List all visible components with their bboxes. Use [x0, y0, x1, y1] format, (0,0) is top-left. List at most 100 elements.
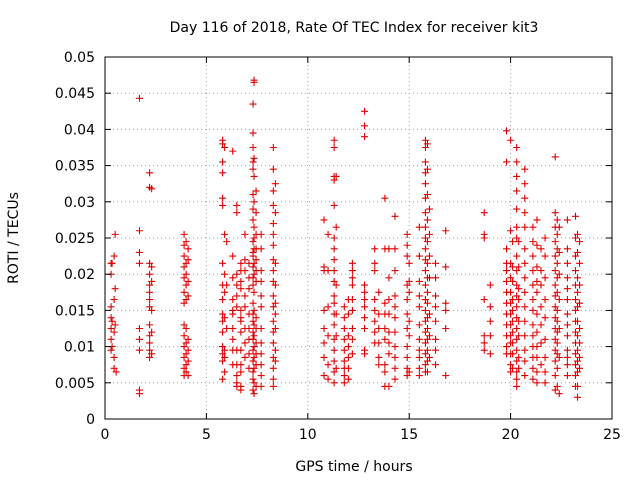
- data-point: [521, 180, 529, 188]
- data-point: [340, 372, 348, 380]
- data-point: [423, 357, 431, 365]
- data-point: [371, 267, 379, 275]
- data-point: [135, 259, 143, 267]
- data-point: [507, 299, 515, 307]
- data-point: [503, 343, 511, 351]
- data-point: [320, 325, 328, 332]
- data-point: [403, 372, 411, 380]
- data-point: [507, 259, 515, 267]
- x-tick-label: 0: [101, 427, 110, 443]
- data-point: [332, 281, 340, 289]
- data-point: [521, 274, 529, 282]
- data-point: [521, 288, 529, 296]
- data-point: [233, 292, 241, 300]
- data-point: [344, 364, 352, 372]
- data-point: [371, 317, 379, 325]
- data-point: [249, 317, 257, 325]
- data-point: [324, 332, 332, 340]
- data-point: [529, 267, 537, 275]
- data-point: [515, 238, 523, 246]
- data-point: [551, 153, 559, 161]
- data-point: [574, 393, 582, 401]
- data-point: [249, 252, 257, 260]
- data-point: [553, 364, 561, 372]
- data-point: [553, 317, 561, 325]
- data-point: [555, 248, 563, 256]
- data-point: [385, 245, 393, 253]
- data-point: [421, 281, 429, 289]
- data-point: [180, 353, 188, 361]
- data-point: [513, 314, 521, 322]
- data-point: [403, 281, 411, 289]
- data-point: [107, 325, 115, 332]
- data-point: [361, 303, 369, 311]
- data-point: [182, 238, 190, 246]
- data-point: [249, 281, 257, 289]
- data-point: [421, 306, 429, 314]
- data-point: [229, 310, 237, 318]
- data-point: [237, 328, 245, 336]
- data-point: [442, 227, 450, 235]
- data-point: [574, 332, 582, 340]
- data-point: [249, 346, 257, 354]
- data-point: [330, 201, 338, 209]
- data-point: [237, 361, 245, 369]
- data-point: [442, 325, 450, 332]
- data-point: [249, 205, 257, 213]
- data-point: [184, 346, 192, 354]
- data-point: [563, 353, 571, 361]
- data-point: [537, 321, 545, 329]
- data-point: [245, 325, 253, 332]
- data-point: [269, 144, 277, 151]
- data-point: [541, 314, 549, 322]
- data-point: [249, 368, 257, 376]
- data-point: [146, 296, 154, 304]
- data-point: [509, 350, 517, 358]
- data-point: [249, 357, 257, 365]
- data-point: [348, 325, 356, 332]
- data-point: [385, 328, 393, 336]
- data-point: [513, 223, 521, 231]
- data-point: [111, 321, 119, 329]
- data-point: [513, 346, 521, 354]
- data-point: [425, 205, 433, 213]
- data-point: [237, 386, 245, 394]
- data-point: [148, 306, 156, 314]
- data-point: [521, 303, 529, 311]
- data-point: [184, 335, 192, 343]
- data-point: [250, 259, 258, 267]
- data-point: [405, 259, 413, 267]
- data-point: [241, 256, 249, 264]
- data-point: [332, 332, 340, 340]
- data-point: [403, 252, 411, 260]
- data-point: [271, 281, 279, 289]
- data-point: [513, 158, 521, 166]
- data-point: [381, 325, 389, 332]
- data-point: [553, 259, 561, 267]
- data-point: [403, 296, 411, 304]
- data-point: [423, 165, 431, 173]
- data-point: [146, 169, 154, 177]
- data-point: [486, 317, 494, 325]
- data-point: [250, 234, 258, 242]
- data-point: [330, 267, 338, 275]
- data-point: [135, 390, 143, 398]
- data-point: [403, 353, 411, 361]
- data-point: [269, 339, 277, 347]
- data-point: [269, 165, 277, 173]
- data-point: [361, 296, 369, 304]
- data-point: [269, 303, 277, 311]
- data-point: [180, 321, 188, 329]
- data-point: [108, 259, 116, 267]
- data-point: [571, 328, 579, 336]
- data-point: [403, 364, 411, 372]
- data-point: [330, 357, 338, 365]
- data-point: [537, 281, 545, 289]
- data-point: [480, 339, 488, 347]
- data-point: [533, 328, 541, 336]
- data-point: [249, 165, 257, 173]
- data-point: [480, 346, 488, 354]
- data-point: [184, 357, 192, 365]
- data-point: [521, 165, 529, 173]
- data-point: [330, 292, 338, 300]
